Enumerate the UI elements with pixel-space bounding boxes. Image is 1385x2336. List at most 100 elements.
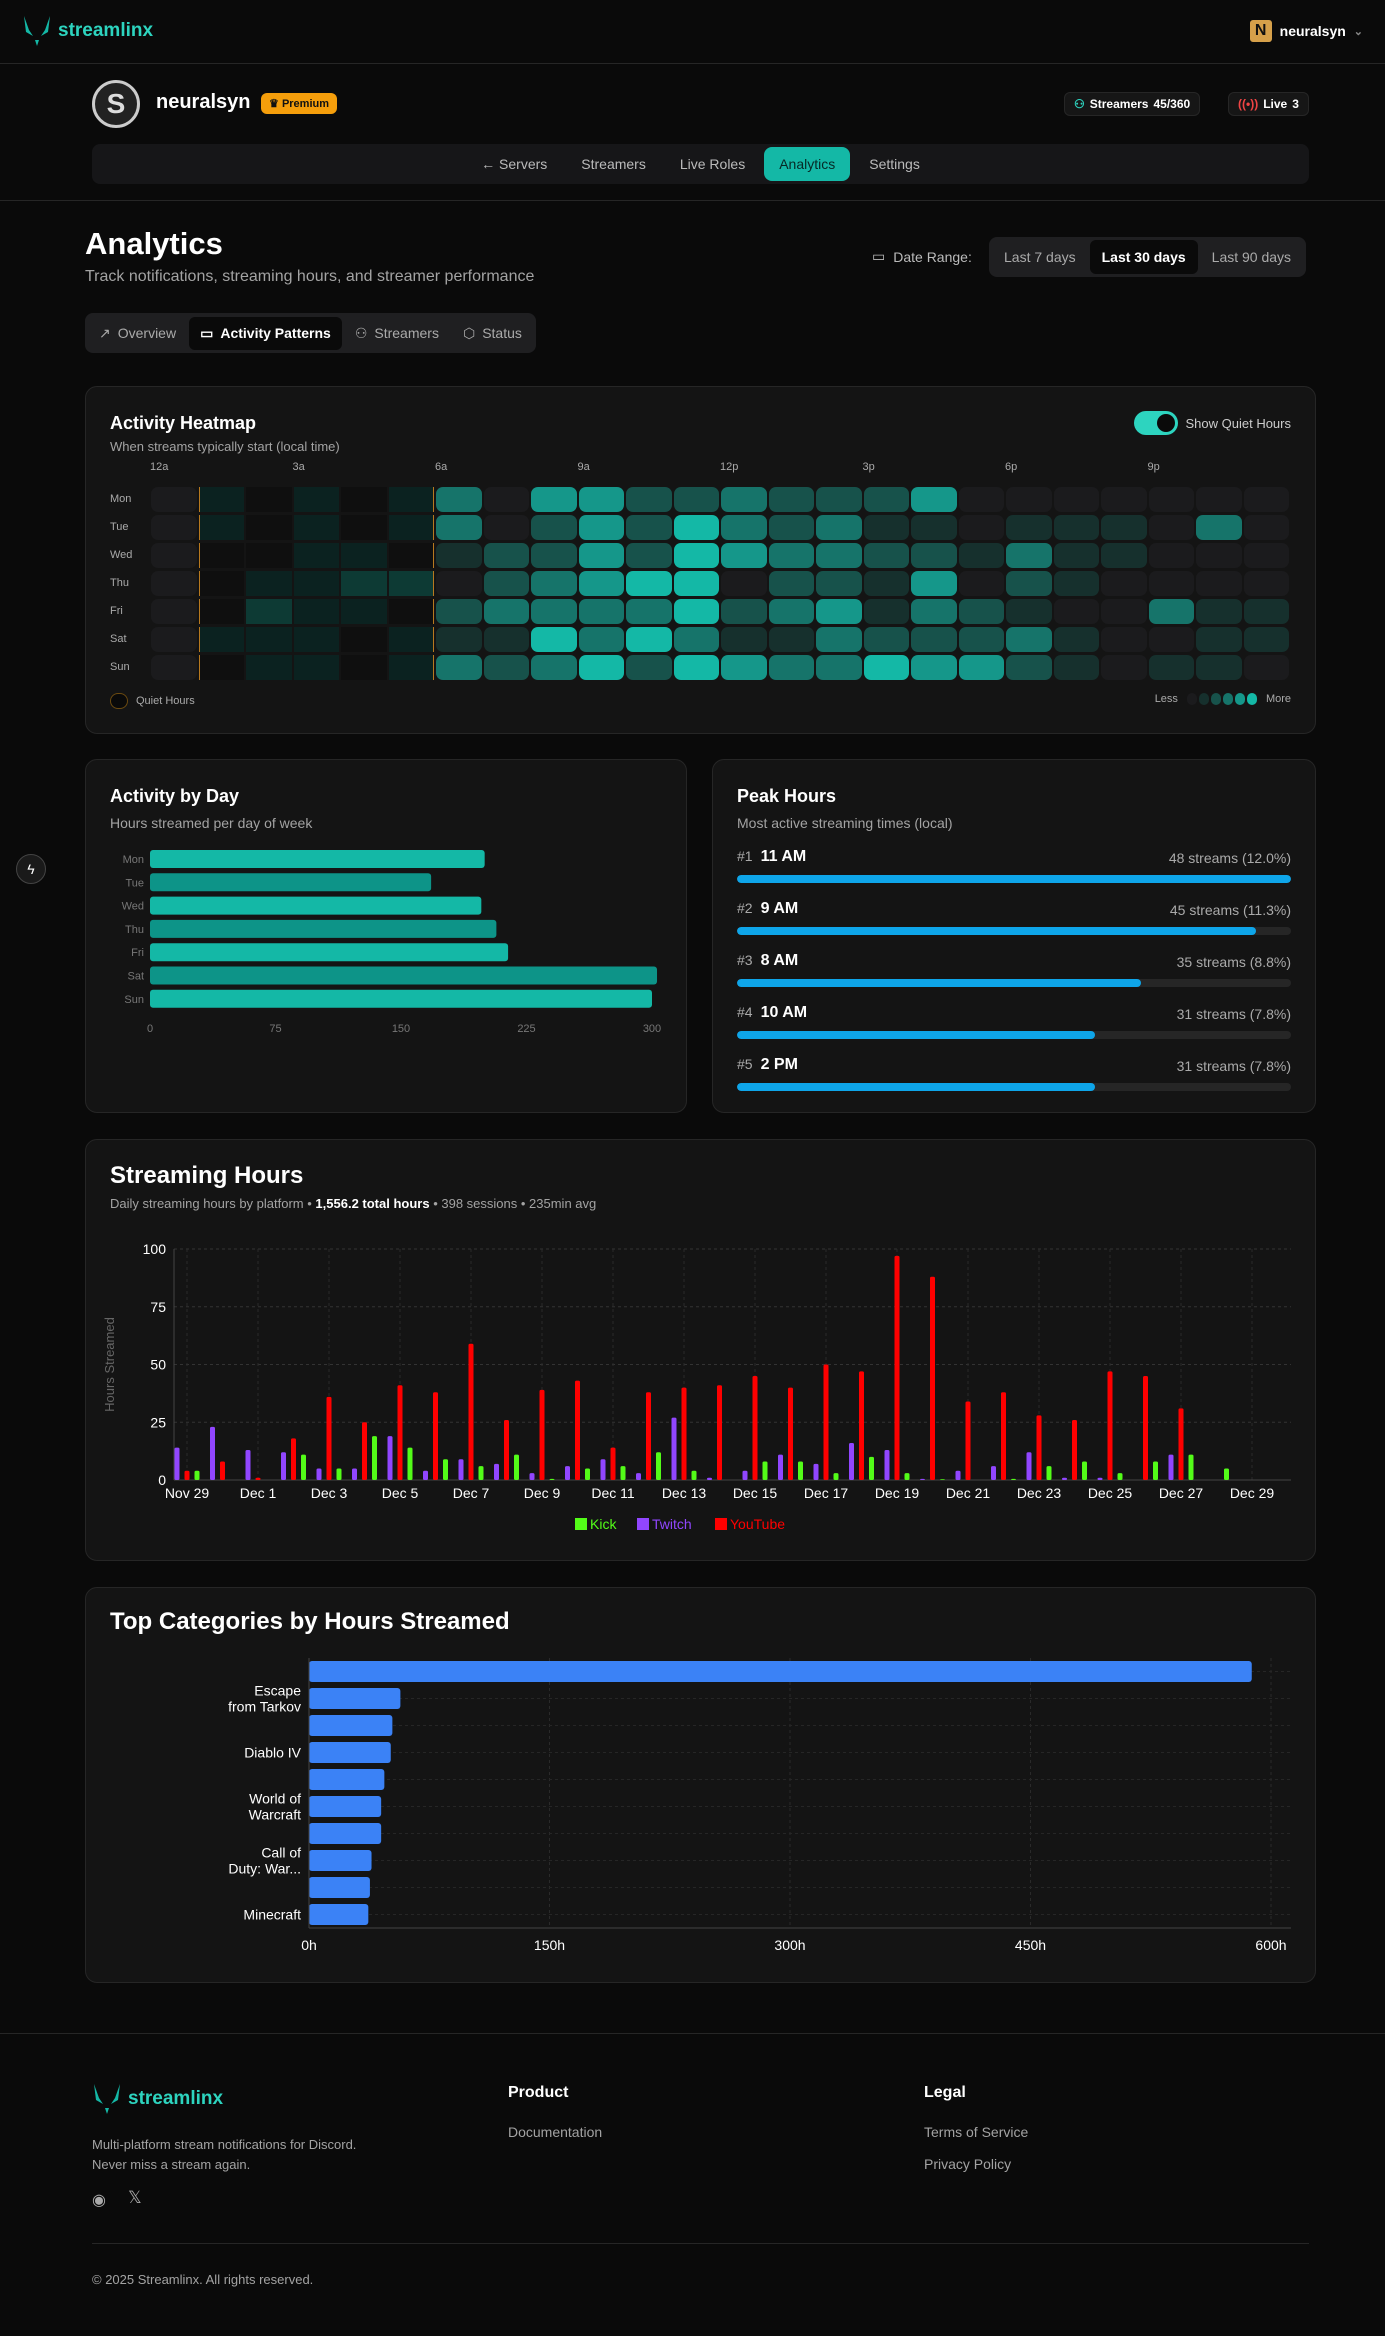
show-quiet-hours-toggle[interactable]: Show Quiet Hours <box>1133 411 1291 435</box>
heatmap-cell[interactable] <box>673 543 719 568</box>
kick-bar[interactable] <box>904 1473 910 1480</box>
heatmap-cell[interactable] <box>436 543 482 568</box>
twitch-bar[interactable] <box>884 1449 890 1480</box>
heatmap-cell[interactable] <box>768 655 814 680</box>
heatmap-cell[interactable] <box>1101 487 1147 512</box>
heatmap-cell[interactable] <box>626 487 672 512</box>
heatmap-cell[interactable] <box>198 543 244 568</box>
heatmap-cell[interactable] <box>293 571 339 596</box>
kick-bar[interactable] <box>301 1454 306 1480</box>
heatmap-cell[interactable] <box>151 599 197 624</box>
heatmap-cell[interactable] <box>721 515 767 540</box>
heatmap-cell[interactable] <box>531 627 577 652</box>
heatmap-cell[interactable] <box>1243 515 1289 540</box>
twitch-bar[interactable] <box>565 1466 570 1480</box>
heatmap-cell[interactable] <box>1006 655 1052 680</box>
kick-bar[interactable] <box>1082 1461 1087 1480</box>
heatmap-cell[interactable] <box>578 655 624 680</box>
youtube-bar[interactable] <box>362 1422 367 1480</box>
heatmap-cell[interactable] <box>483 599 529 624</box>
heatmap-cell[interactable] <box>1196 515 1242 540</box>
heatmap-cell[interactable] <box>578 571 624 596</box>
heatmap-cell[interactable] <box>958 627 1004 652</box>
heatmap-cell[interactable] <box>246 627 292 652</box>
footer-link-terms[interactable]: Terms of Service <box>924 2124 1029 2140</box>
range-30-days[interactable]: Last 30 days <box>1089 240 1198 274</box>
heatmap-cell[interactable] <box>341 655 387 680</box>
heatmap-cell[interactable] <box>388 515 434 540</box>
heatmap-cell[interactable] <box>1196 599 1242 624</box>
twitch-bar[interactable] <box>1097 1477 1103 1480</box>
heatmap-cell[interactable] <box>1101 627 1147 652</box>
youtube-bar[interactable] <box>752 1376 758 1480</box>
heatmap-cell[interactable] <box>721 599 767 624</box>
day-bar[interactable] <box>150 943 509 962</box>
heatmap-cell[interactable] <box>293 599 339 624</box>
heatmap-cell[interactable] <box>293 515 339 540</box>
kick-bar[interactable] <box>691 1470 697 1480</box>
heatmap-cell[interactable] <box>1101 515 1147 540</box>
heatmap-cell[interactable] <box>1053 655 1099 680</box>
heatmap-cell[interactable] <box>198 487 244 512</box>
heatmap-cell[interactable] <box>531 571 577 596</box>
youtube-bar[interactable] <box>504 1419 509 1480</box>
brand-logo[interactable]: streamlinx <box>22 14 153 48</box>
toggle-switch[interactable] <box>1133 411 1178 435</box>
heatmap-cell[interactable] <box>863 655 909 680</box>
kick-bar[interactable] <box>940 1479 945 1480</box>
heatmap-cell[interactable] <box>958 599 1004 624</box>
kick-bar[interactable] <box>194 1470 200 1480</box>
heatmap-cell[interactable] <box>151 627 197 652</box>
heatmap-cell[interactable] <box>626 599 672 624</box>
heatmap-cell[interactable] <box>578 515 624 540</box>
heatmap-cell[interactable] <box>1243 655 1289 680</box>
nav-settings[interactable]: Settings <box>869 156 920 172</box>
twitch-bar[interactable] <box>352 1468 357 1480</box>
day-bar[interactable] <box>150 989 652 1008</box>
tab-overview[interactable]: ↗ Overview <box>88 317 187 350</box>
heatmap-cell[interactable] <box>293 655 339 680</box>
heatmap-cell[interactable] <box>1053 515 1099 540</box>
heatmap-cell[interactable] <box>341 515 387 540</box>
youtube-bar[interactable] <box>433 1392 438 1480</box>
heatmap-cell[interactable] <box>626 543 672 568</box>
day-bar[interactable] <box>150 873 432 892</box>
tab-status[interactable]: ⬡ Status <box>452 317 533 350</box>
heatmap-cell[interactable] <box>341 627 387 652</box>
heatmap-cell[interactable] <box>911 627 957 652</box>
day-bar[interactable] <box>150 966 658 985</box>
category-bar[interactable] <box>309 1796 382 1817</box>
lightning-icon[interactable]: ϟ <box>16 854 46 884</box>
heatmap-cell[interactable] <box>768 599 814 624</box>
kick-bar[interactable] <box>1224 1468 1229 1480</box>
user-menu[interactable]: N neuralsyn ⌄ <box>1249 20 1363 42</box>
heatmap-cell[interactable] <box>911 599 957 624</box>
youtube-bar[interactable] <box>255 1477 261 1480</box>
heatmap-cell[interactable] <box>388 599 434 624</box>
youtube-bar[interactable] <box>468 1343 474 1480</box>
day-bar[interactable] <box>150 896 482 915</box>
legend-label[interactable]: Twitch <box>652 1516 692 1532</box>
heatmap-cell[interactable] <box>341 571 387 596</box>
heatmap-cell[interactable] <box>151 655 197 680</box>
twitch-bar[interactable] <box>494 1463 499 1480</box>
x-twitter-icon[interactable]: 𝕏 <box>128 2188 142 2207</box>
twitch-bar[interactable] <box>174 1447 180 1480</box>
heatmap-cell[interactable] <box>958 543 1004 568</box>
heatmap-cell[interactable] <box>151 543 197 568</box>
heatmap-cell[interactable] <box>1196 627 1242 652</box>
category-bar[interactable] <box>309 1850 372 1871</box>
range-90-days[interactable]: Last 90 days <box>1211 249 1292 265</box>
heatmap-cell[interactable] <box>578 627 624 652</box>
twitch-bar[interactable] <box>529 1473 535 1480</box>
heatmap-cell[interactable] <box>531 487 577 512</box>
heatmap-cell[interactable] <box>531 515 577 540</box>
heatmap-cell[interactable] <box>246 571 292 596</box>
heatmap-cell[interactable] <box>768 515 814 540</box>
heatmap-cell[interactable] <box>293 487 339 512</box>
heatmap-cell[interactable] <box>341 599 387 624</box>
heatmap-cell[interactable] <box>246 599 292 624</box>
youtube-bar[interactable] <box>291 1438 296 1480</box>
kick-bar[interactable] <box>869 1456 874 1480</box>
kick-bar[interactable] <box>478 1466 484 1480</box>
